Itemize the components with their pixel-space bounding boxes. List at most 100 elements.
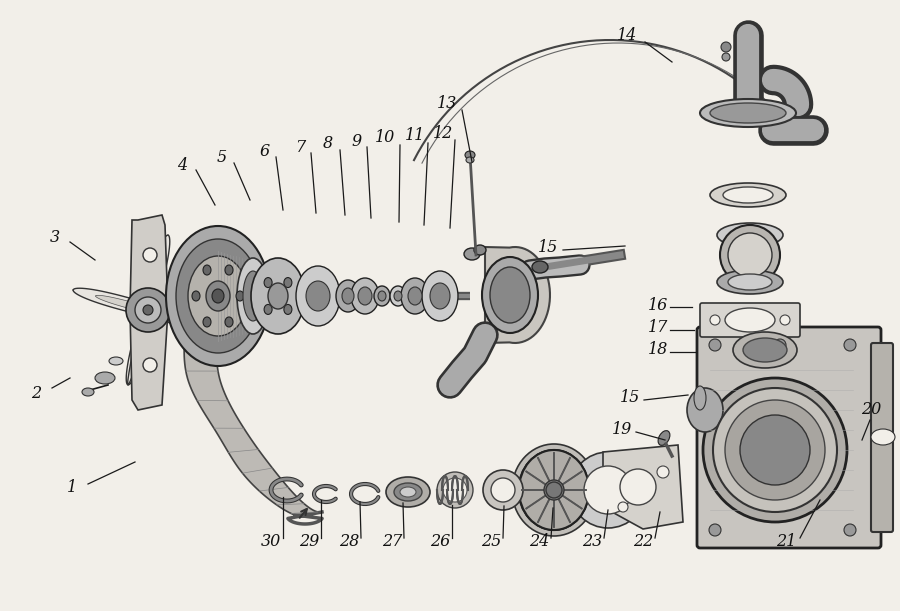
- Ellipse shape: [694, 386, 706, 410]
- Ellipse shape: [728, 233, 772, 277]
- Ellipse shape: [143, 248, 157, 262]
- Ellipse shape: [264, 277, 272, 288]
- Text: 7: 7: [295, 139, 305, 156]
- Ellipse shape: [710, 103, 786, 123]
- Ellipse shape: [351, 278, 379, 314]
- Ellipse shape: [342, 288, 354, 304]
- Ellipse shape: [401, 278, 429, 314]
- Text: 1: 1: [67, 480, 77, 497]
- Ellipse shape: [728, 274, 772, 290]
- Ellipse shape: [474, 245, 486, 255]
- Ellipse shape: [723, 187, 773, 203]
- Text: 29: 29: [299, 533, 320, 551]
- Ellipse shape: [710, 183, 786, 207]
- Ellipse shape: [126, 288, 170, 332]
- Ellipse shape: [82, 388, 94, 396]
- Ellipse shape: [206, 281, 230, 311]
- Ellipse shape: [657, 466, 669, 478]
- Ellipse shape: [774, 339, 786, 351]
- Ellipse shape: [390, 286, 406, 306]
- Ellipse shape: [717, 223, 783, 247]
- Text: 13: 13: [436, 95, 457, 111]
- Ellipse shape: [710, 315, 720, 325]
- Ellipse shape: [700, 99, 796, 127]
- Text: 3: 3: [50, 230, 60, 246]
- Polygon shape: [130, 215, 168, 410]
- Text: 25: 25: [481, 533, 501, 551]
- Text: 30: 30: [261, 533, 281, 551]
- Ellipse shape: [491, 478, 515, 502]
- Ellipse shape: [336, 280, 360, 312]
- Polygon shape: [184, 252, 322, 515]
- Text: 8: 8: [323, 136, 333, 153]
- Text: 17: 17: [648, 320, 668, 337]
- Text: 12: 12: [433, 125, 453, 142]
- Ellipse shape: [722, 53, 730, 61]
- Text: 18: 18: [648, 342, 668, 359]
- Text: 27: 27: [382, 533, 402, 551]
- Ellipse shape: [237, 258, 269, 334]
- Ellipse shape: [871, 429, 895, 445]
- Ellipse shape: [570, 452, 646, 528]
- Ellipse shape: [465, 151, 475, 159]
- Text: 5: 5: [217, 148, 227, 166]
- Polygon shape: [128, 235, 170, 385]
- Ellipse shape: [109, 357, 123, 365]
- Ellipse shape: [720, 225, 780, 285]
- Ellipse shape: [725, 400, 825, 500]
- Ellipse shape: [188, 256, 248, 336]
- Ellipse shape: [483, 470, 523, 510]
- Text: 14: 14: [616, 26, 637, 43]
- Polygon shape: [73, 288, 223, 331]
- Polygon shape: [134, 258, 163, 362]
- Ellipse shape: [740, 415, 810, 485]
- Ellipse shape: [284, 277, 292, 288]
- FancyBboxPatch shape: [700, 303, 800, 337]
- Text: 16: 16: [648, 296, 668, 313]
- Ellipse shape: [394, 483, 422, 501]
- Ellipse shape: [519, 450, 589, 530]
- Ellipse shape: [243, 271, 263, 321]
- Ellipse shape: [437, 472, 473, 508]
- Ellipse shape: [296, 266, 340, 326]
- Ellipse shape: [709, 339, 721, 351]
- Text: 28: 28: [339, 533, 359, 551]
- Ellipse shape: [203, 317, 211, 327]
- Text: 6: 6: [260, 142, 270, 159]
- Text: 26: 26: [430, 533, 450, 551]
- Ellipse shape: [464, 248, 480, 260]
- Ellipse shape: [721, 42, 731, 52]
- Ellipse shape: [422, 271, 458, 321]
- Polygon shape: [95, 296, 201, 324]
- Ellipse shape: [687, 388, 723, 432]
- Ellipse shape: [166, 226, 270, 366]
- Ellipse shape: [713, 388, 837, 512]
- Polygon shape: [73, 290, 223, 332]
- Ellipse shape: [518, 450, 590, 530]
- Ellipse shape: [386, 477, 430, 507]
- Ellipse shape: [358, 287, 372, 305]
- Ellipse shape: [394, 291, 402, 301]
- Ellipse shape: [482, 257, 538, 333]
- Ellipse shape: [466, 157, 474, 163]
- Ellipse shape: [225, 265, 233, 275]
- Ellipse shape: [400, 487, 416, 497]
- FancyBboxPatch shape: [697, 327, 881, 548]
- Ellipse shape: [519, 450, 589, 530]
- Ellipse shape: [143, 305, 153, 315]
- Ellipse shape: [192, 291, 200, 301]
- Text: 22: 22: [633, 533, 653, 551]
- Text: 15: 15: [620, 389, 640, 406]
- Ellipse shape: [306, 281, 330, 311]
- Text: 15: 15: [538, 240, 558, 257]
- Text: 24: 24: [529, 533, 549, 551]
- Ellipse shape: [703, 378, 847, 522]
- Ellipse shape: [709, 524, 721, 536]
- Ellipse shape: [378, 291, 386, 301]
- Ellipse shape: [408, 287, 422, 305]
- Ellipse shape: [284, 304, 292, 315]
- Ellipse shape: [236, 291, 244, 301]
- Polygon shape: [603, 445, 683, 529]
- Ellipse shape: [251, 258, 305, 334]
- Text: 4: 4: [177, 156, 187, 174]
